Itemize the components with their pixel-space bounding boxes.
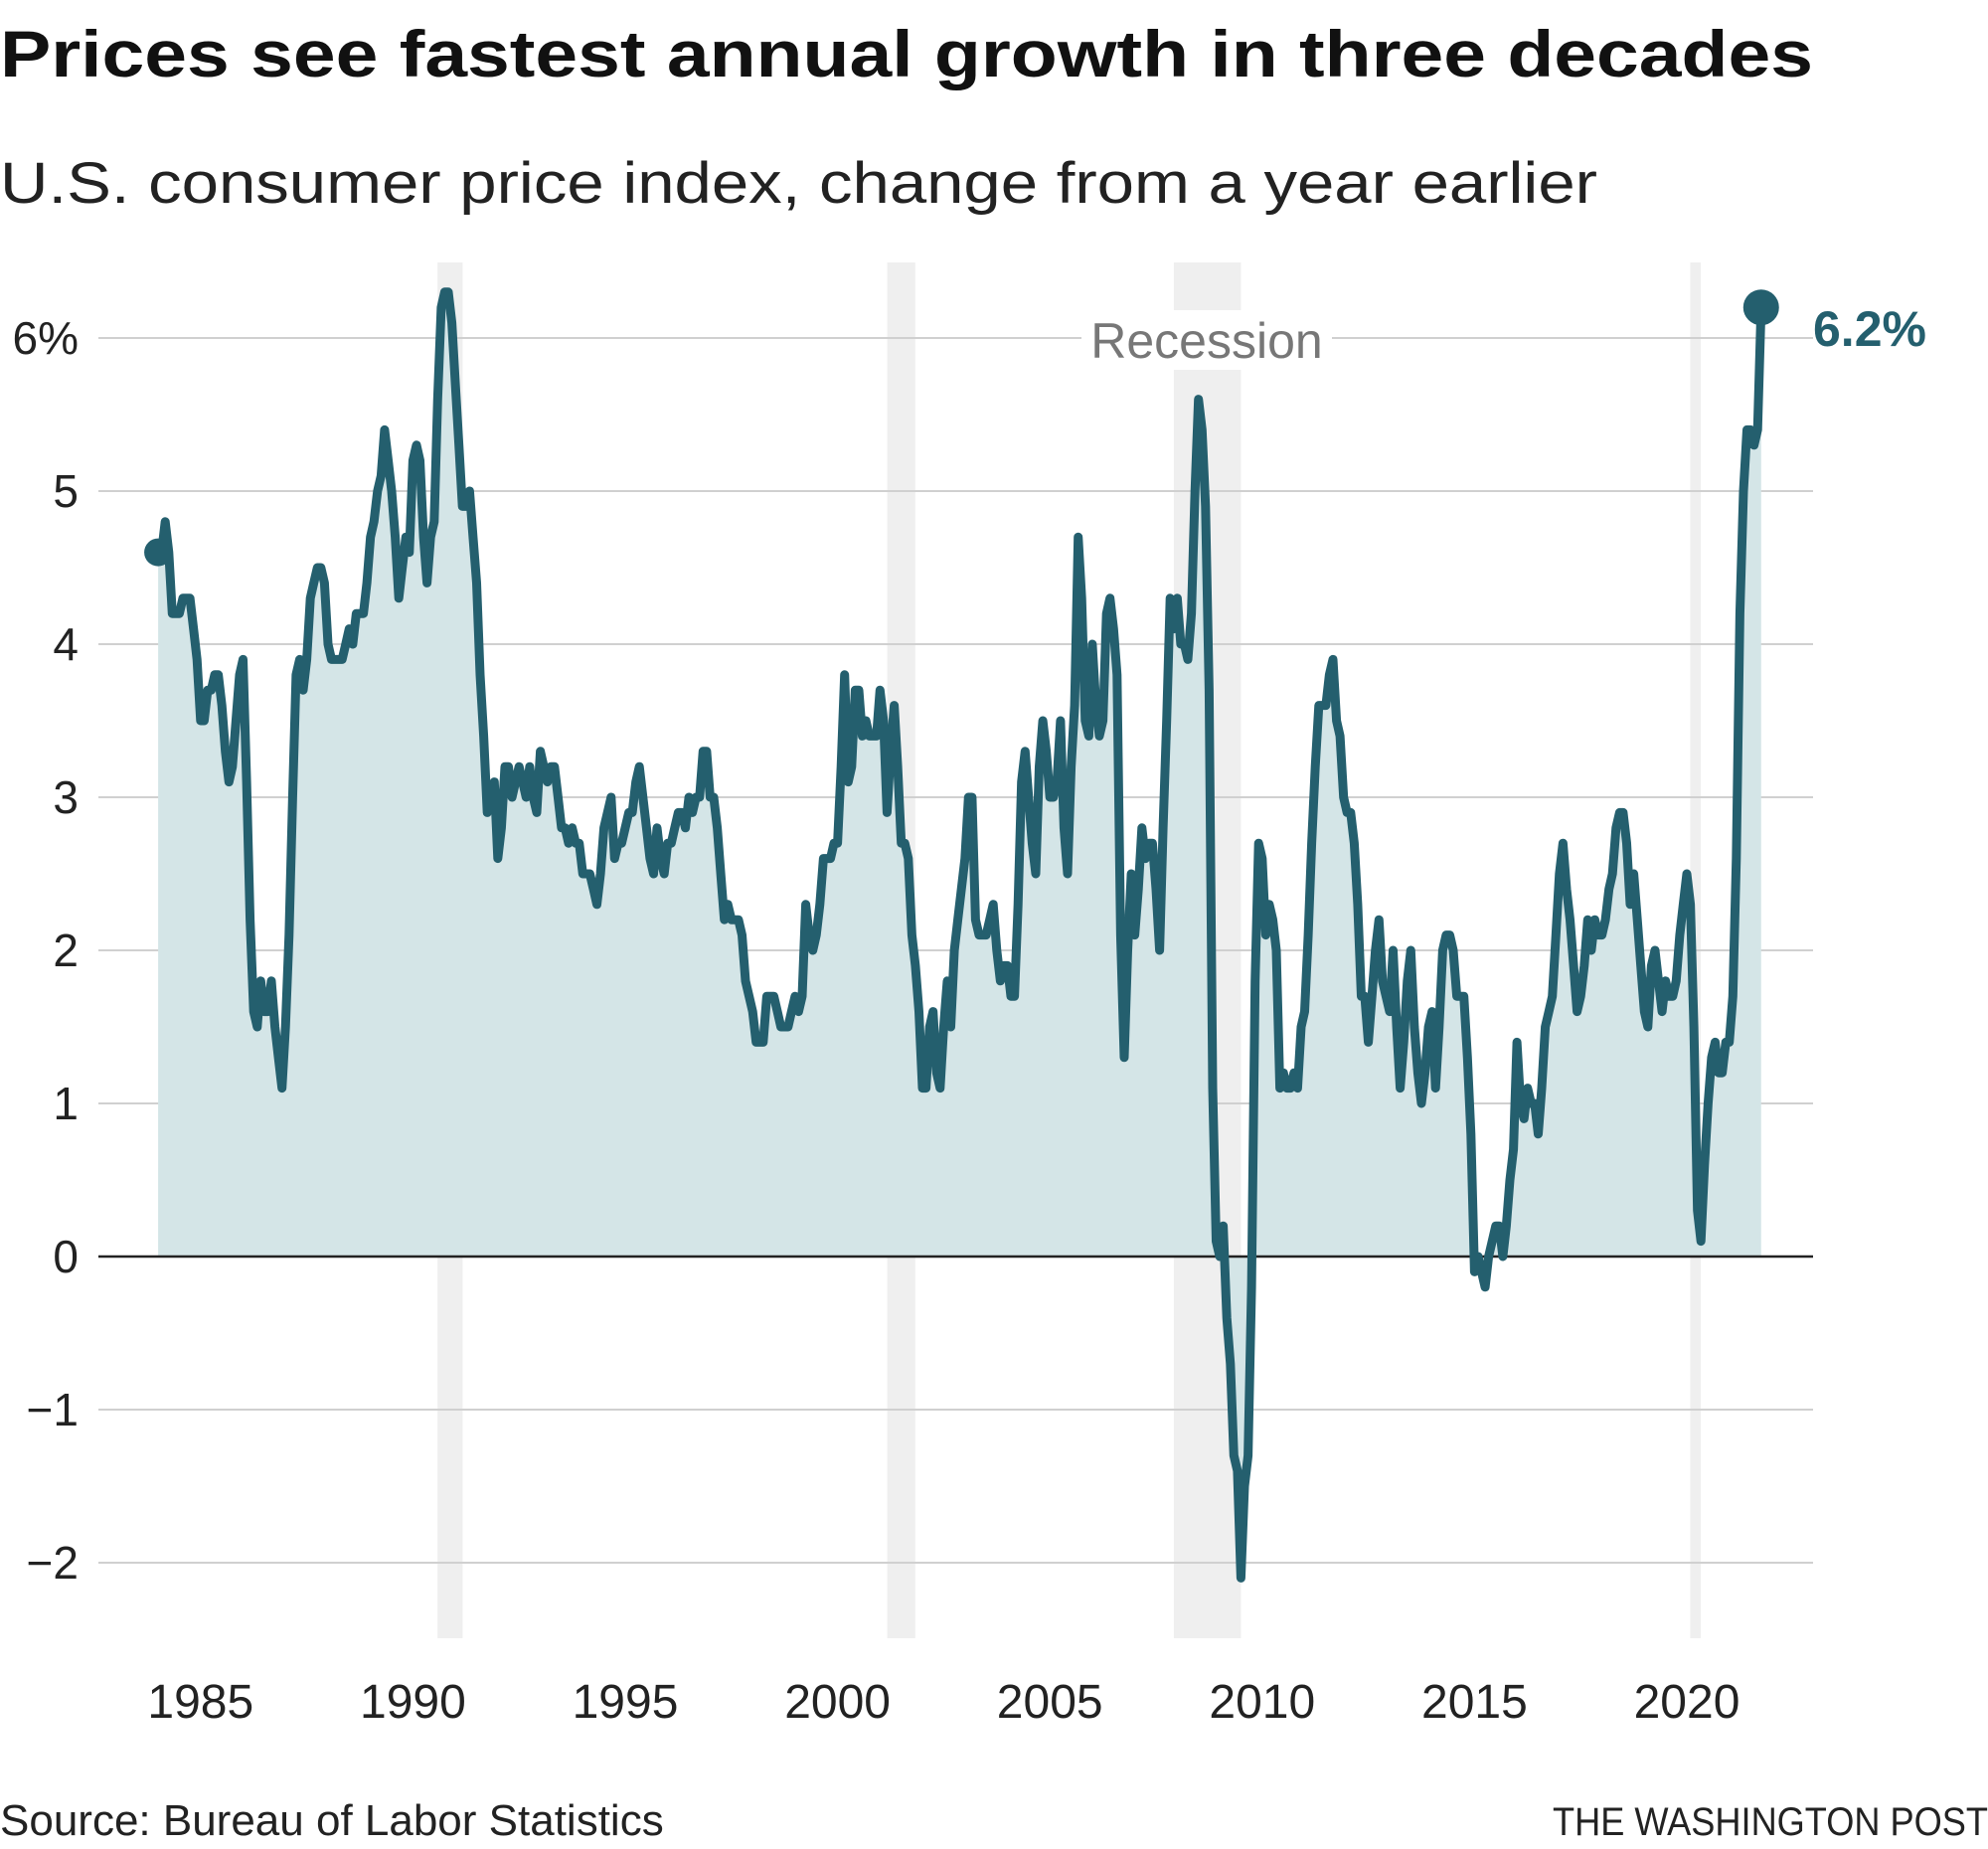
chart-title: Prices see fastest annual growth in thre…	[0, 17, 1813, 90]
y-tick-label: −1	[27, 1384, 79, 1435]
y-tick-label: 0	[53, 1231, 79, 1282]
x-tick-label: 1995	[573, 1676, 679, 1729]
y-tick-label: 5	[53, 465, 79, 517]
y-tick-label: 2	[53, 924, 79, 976]
end-point	[1742, 289, 1779, 326]
x-tick-label: 2000	[784, 1676, 891, 1729]
y-tick-label: −2	[27, 1537, 79, 1589]
y-tick-label: 6%	[13, 312, 79, 364]
y-tick-label: 3	[53, 771, 79, 823]
end-value-label: 6.2%	[1813, 301, 1926, 357]
source-note: Source: Bureau of Labor Statistics	[0, 1796, 664, 1845]
x-tick-label: 2015	[1421, 1676, 1528, 1729]
x-tick-label: 1990	[360, 1676, 466, 1729]
start-point	[144, 538, 173, 567]
cpi-line	[153, 287, 1766, 1583]
x-tick-label: 2020	[1634, 1676, 1740, 1729]
credit: THE WASHINGTON POST	[1553, 1800, 1988, 1844]
y-axis-ticks: 6% 5 4 3 2 1 0 −1 −2	[13, 312, 79, 1589]
x-axis-ticks: 1985 1990 1995 2000 2005 2010 2015 2020	[147, 1676, 1740, 1729]
x-tick-label: 2005	[997, 1676, 1103, 1729]
recession-label: Recession	[1090, 313, 1322, 369]
y-tick-label: 1	[53, 1078, 79, 1129]
recession-label-bg	[1081, 310, 1332, 370]
y-tick-label: 4	[53, 618, 79, 670]
chart-subtitle: U.S. consumer price index, change from a…	[0, 151, 1597, 216]
x-tick-label: 2010	[1209, 1676, 1315, 1729]
x-tick-label: 1985	[147, 1676, 253, 1729]
